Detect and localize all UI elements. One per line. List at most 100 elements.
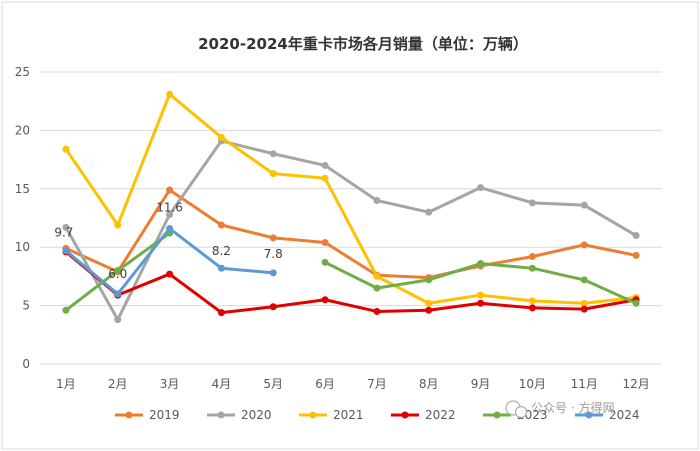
x-tick-label: 5月: [263, 377, 283, 391]
data-point: [425, 306, 433, 314]
data-point: [269, 269, 277, 277]
y-tick-label: 20: [15, 123, 30, 137]
legend-marker: [217, 411, 225, 419]
data-point: [632, 251, 640, 259]
legend-item: 2019: [115, 408, 180, 422]
data-point: [477, 291, 485, 299]
data-point: [425, 276, 433, 284]
y-tick-label: 25: [15, 65, 30, 79]
x-tick-label: 12月: [622, 377, 649, 391]
data-point: [321, 258, 329, 266]
data-point: [114, 316, 122, 324]
legend-label: 2020: [241, 408, 272, 422]
series-2024: [62, 225, 277, 298]
legend-marker: [125, 411, 133, 419]
data-point: [217, 221, 225, 229]
data-point: [321, 174, 329, 182]
series-line: [64, 250, 638, 315]
data-point: [425, 299, 433, 307]
legend-label: 2022: [425, 408, 456, 422]
data-point: [373, 272, 381, 280]
x-tick-label: 1月: [56, 377, 76, 391]
data-point: [528, 304, 536, 312]
data-point: [166, 210, 174, 218]
data-point: [217, 309, 225, 317]
legend-item: 2021: [299, 408, 364, 422]
data-point: [373, 284, 381, 292]
legend-label: 2019: [149, 408, 180, 422]
x-tick-label: 7月: [367, 377, 387, 391]
legend-item: 2024: [575, 408, 640, 422]
data-point: [528, 253, 536, 261]
data-point: [166, 225, 174, 233]
data-point: [269, 303, 277, 311]
data-point: [580, 305, 588, 313]
legend-item: 2022: [391, 408, 456, 422]
data-point: [477, 260, 485, 268]
legend-label: 2024: [609, 408, 640, 422]
data-point: [166, 90, 174, 98]
x-tick-label: 11月: [571, 377, 598, 391]
data-point: [632, 299, 640, 307]
series-line: [64, 92, 638, 305]
x-tick-label: 10月: [519, 377, 546, 391]
x-tick-label: 3月: [160, 377, 180, 391]
data-point: [321, 239, 329, 247]
x-tick-label: 9月: [471, 377, 491, 391]
legend-marker: [493, 411, 501, 419]
data-point: [321, 296, 329, 304]
wechat-icon-bubble: [514, 405, 528, 419]
data-label: 11.6: [156, 201, 183, 215]
data-point: [580, 276, 588, 284]
x-tick-label: 2月: [108, 377, 128, 391]
data-point: [217, 264, 225, 272]
x-tick-label: 8月: [419, 377, 439, 391]
data-point: [269, 150, 277, 158]
data-point: [62, 306, 70, 314]
legend-item: 2020: [207, 408, 272, 422]
series-line: [64, 188, 638, 280]
data-point: [166, 186, 174, 194]
data-label: 7.8: [264, 247, 283, 261]
x-tick-label: 4月: [212, 377, 232, 391]
data-point: [580, 241, 588, 249]
data-point: [528, 264, 536, 272]
series-line: [64, 139, 638, 322]
legend-label: 2021: [333, 408, 364, 422]
y-tick-label: 5: [22, 299, 30, 313]
data-point: [580, 201, 588, 209]
data-point: [166, 270, 174, 278]
data-point: [269, 234, 277, 242]
x-tick-label: 6月: [315, 377, 335, 391]
legend-marker: [309, 411, 317, 419]
data-point: [477, 184, 485, 192]
data-point: [114, 267, 122, 275]
series-2019: [62, 186, 640, 282]
series-2023: [62, 229, 640, 314]
watermark: 公众号 · 方得网: [505, 400, 614, 419]
data-point: [321, 161, 329, 169]
chart-title: 2020-2024年重卡市场各月销量（单位：万辆）: [198, 35, 528, 53]
data-point: [114, 290, 122, 298]
data-point: [477, 299, 485, 307]
series-2020: [62, 137, 640, 324]
data-point: [373, 307, 381, 315]
data-point: [528, 199, 536, 207]
data-point: [425, 208, 433, 216]
data-label: 6.0: [108, 267, 127, 281]
data-point: [528, 297, 536, 305]
legend-marker: [401, 411, 409, 419]
legend-marker: [585, 411, 593, 419]
y-tick-label: 15: [15, 182, 30, 196]
data-point: [62, 145, 70, 153]
data-point: [632, 232, 640, 240]
data-point: [62, 223, 70, 231]
data-point: [217, 133, 225, 141]
y-tick-label: 0: [22, 357, 30, 371]
watermark-text: 公众号 · 方得网: [531, 400, 614, 415]
data-point: [114, 221, 122, 229]
data-point: [373, 196, 381, 204]
